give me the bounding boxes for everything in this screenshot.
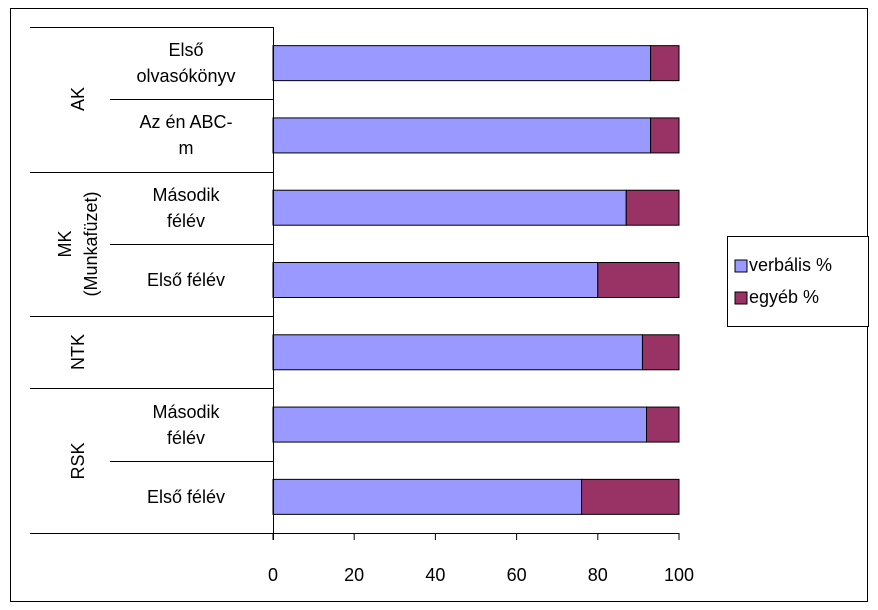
category-label: Második félév: [152, 401, 220, 448]
legend-label: egyéb %: [749, 287, 819, 307]
bar-segment: [272, 117, 652, 154]
bar-segment: [272, 478, 583, 515]
bar-segment: [272, 334, 643, 371]
bar-segment: [272, 45, 652, 82]
group-label: AK: [68, 87, 88, 112]
legend-swatch: [734, 291, 748, 305]
x-tick-label: 60: [507, 565, 527, 585]
bar-segment: [641, 334, 680, 371]
bar-segment: [625, 189, 680, 226]
bar-segment: [646, 406, 680, 443]
category-label: Első félév: [146, 486, 226, 507]
x-tick-label: 0: [268, 565, 278, 585]
bar-segment: [272, 262, 599, 298]
bar-segment: [272, 406, 648, 443]
legend-box: [727, 236, 869, 327]
x-tick-label: 80: [588, 565, 608, 585]
x-tick-label: 20: [344, 565, 364, 585]
x-tick-label: 100: [664, 565, 694, 585]
legend-label: verbális %: [749, 255, 832, 275]
category-label: Az én ABC-m: [139, 112, 233, 159]
category-label: Első olvasókönyv: [136, 40, 236, 87]
x-tick-label: 40: [425, 565, 445, 585]
legend-swatch: [734, 259, 748, 273]
bar-segment: [597, 262, 680, 298]
category-label: Második félév: [152, 184, 220, 231]
bar-segment: [650, 45, 680, 82]
bar-segment: [272, 189, 627, 226]
bar-segment: [650, 117, 680, 154]
category-label: Első félév: [146, 269, 226, 290]
group-label: RSK: [68, 442, 88, 480]
bar-segment: [581, 478, 680, 515]
